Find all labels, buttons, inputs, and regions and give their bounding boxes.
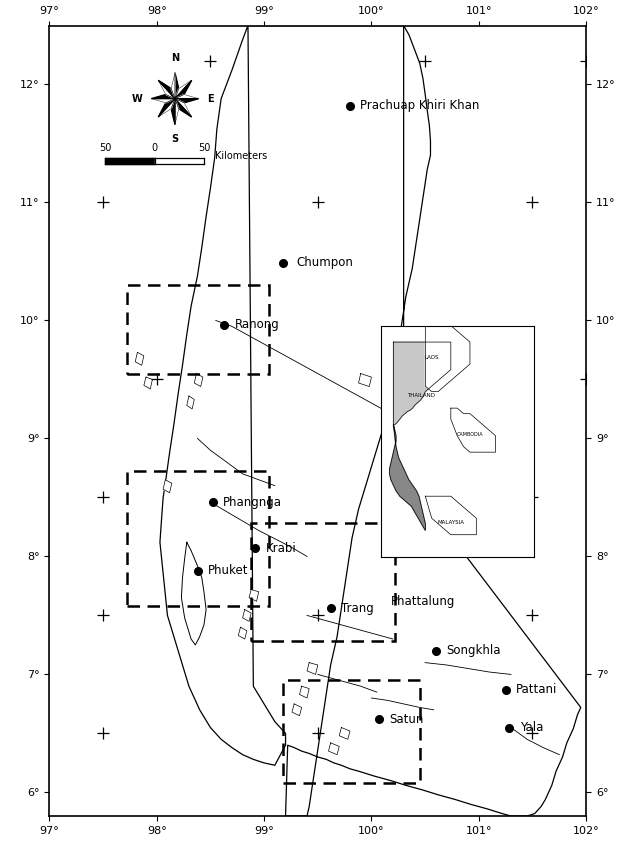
Polygon shape bbox=[194, 373, 203, 387]
Polygon shape bbox=[159, 80, 175, 99]
Bar bbox=[283, 680, 420, 783]
Polygon shape bbox=[299, 686, 309, 698]
Text: MALAYSIA: MALAYSIA bbox=[437, 519, 465, 524]
Polygon shape bbox=[159, 80, 175, 99]
Polygon shape bbox=[175, 99, 199, 103]
Text: 50: 50 bbox=[99, 143, 112, 153]
Polygon shape bbox=[328, 743, 339, 755]
Text: Phuket: Phuket bbox=[209, 564, 249, 577]
Text: N: N bbox=[171, 53, 179, 63]
Polygon shape bbox=[151, 99, 175, 103]
Text: 0: 0 bbox=[152, 143, 157, 153]
Polygon shape bbox=[159, 99, 175, 117]
Text: LAOS: LAOS bbox=[424, 354, 439, 360]
Text: Prachuap Khiri Khan: Prachuap Khiri Khan bbox=[360, 99, 479, 112]
Polygon shape bbox=[249, 589, 259, 601]
Polygon shape bbox=[163, 479, 172, 493]
Polygon shape bbox=[151, 94, 175, 99]
Text: THAILAND: THAILAND bbox=[407, 393, 436, 398]
Polygon shape bbox=[425, 326, 470, 392]
Text: W: W bbox=[131, 94, 143, 104]
Polygon shape bbox=[144, 377, 152, 389]
Polygon shape bbox=[451, 408, 495, 452]
Polygon shape bbox=[292, 704, 302, 716]
Text: Chumpon: Chumpon bbox=[296, 256, 353, 269]
Text: Songkhla: Songkhla bbox=[447, 644, 501, 657]
Bar bbox=[126, 472, 270, 606]
Bar bbox=[126, 285, 270, 373]
Polygon shape bbox=[135, 352, 144, 366]
Polygon shape bbox=[155, 157, 204, 164]
Polygon shape bbox=[175, 99, 192, 117]
Polygon shape bbox=[160, 26, 286, 765]
Polygon shape bbox=[339, 728, 350, 740]
Polygon shape bbox=[181, 542, 206, 645]
Polygon shape bbox=[358, 373, 371, 387]
Text: E: E bbox=[207, 94, 214, 104]
Polygon shape bbox=[238, 627, 247, 639]
Polygon shape bbox=[175, 80, 192, 99]
Polygon shape bbox=[242, 609, 251, 621]
Text: CAMBODIA: CAMBODIA bbox=[457, 432, 483, 437]
Text: Yala: Yala bbox=[520, 721, 543, 734]
Polygon shape bbox=[105, 157, 155, 164]
Polygon shape bbox=[175, 99, 179, 125]
Polygon shape bbox=[389, 425, 425, 530]
Polygon shape bbox=[175, 80, 192, 99]
Text: 50: 50 bbox=[198, 143, 210, 153]
Polygon shape bbox=[248, 26, 581, 816]
Text: Trang: Trang bbox=[341, 602, 374, 615]
Text: Satun: Satun bbox=[390, 713, 424, 726]
Text: Ranong: Ranong bbox=[235, 318, 280, 332]
Text: Phangnga: Phangnga bbox=[223, 496, 283, 508]
Text: Phattalung: Phattalung bbox=[391, 595, 455, 608]
Text: Pattani: Pattani bbox=[516, 683, 558, 696]
Polygon shape bbox=[187, 396, 194, 409]
Polygon shape bbox=[171, 99, 175, 125]
Text: Kilometers: Kilometers bbox=[215, 151, 267, 162]
Polygon shape bbox=[175, 94, 199, 99]
Polygon shape bbox=[394, 342, 451, 425]
Text: S: S bbox=[172, 134, 178, 145]
Polygon shape bbox=[175, 99, 192, 117]
Polygon shape bbox=[171, 73, 175, 99]
Polygon shape bbox=[307, 663, 318, 674]
Polygon shape bbox=[175, 73, 179, 99]
Polygon shape bbox=[425, 496, 476, 535]
Polygon shape bbox=[159, 99, 175, 117]
Bar bbox=[251, 524, 395, 642]
Text: Krabi: Krabi bbox=[266, 541, 297, 555]
